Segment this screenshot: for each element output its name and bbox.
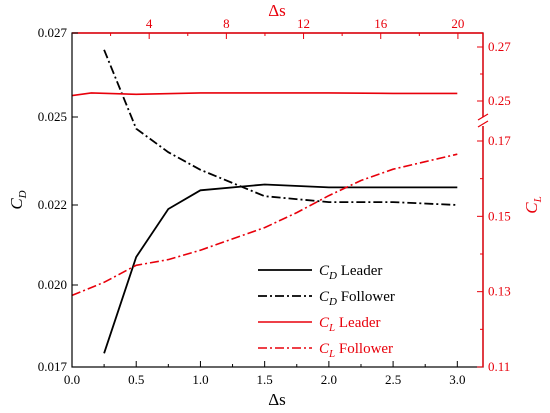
y-left-tick-label: 0.025 <box>38 109 67 124</box>
x-bottom-tick-label: 0.0 <box>64 372 80 387</box>
legend-label: CD Follower <box>319 289 395 308</box>
y-right-tick-label: 0.15 <box>488 208 511 223</box>
legend: CD Leader CD Follower CL Leader CL Follower <box>258 263 395 360</box>
x-bottom-tick-label: 2.0 <box>321 372 337 387</box>
x-top-tick-label: 12 <box>297 16 310 31</box>
legend-label: CD Leader <box>319 263 382 282</box>
y-left-tick-label: 0.022 <box>38 197 67 212</box>
x-top-tick-label: 4 <box>146 16 153 31</box>
y-right-tick-label: 0.11 <box>488 359 510 374</box>
legend-label: CL Leader <box>319 315 381 334</box>
x-bottom-tick-label: 3.0 <box>449 372 465 387</box>
y-left-tick-label: 0.017 <box>38 359 68 374</box>
y-left-tick-label: 0.027 <box>38 25 68 40</box>
svg-text:CL: CL <box>522 196 544 213</box>
axis-break-stroke <box>477 113 489 121</box>
y-right-tick-label: 0.13 <box>488 284 511 299</box>
ticks-layer: 0.0 0.5 1.0 1.5 2.0 2.5 3.0 4 8 12 16 20 0.017 0.020 0… <box>38 16 512 387</box>
y-right-tick-label: 0.25 <box>488 93 511 108</box>
series-layer <box>72 49 458 354</box>
x-top-tick-label: 20 <box>451 16 464 31</box>
plot-frame <box>71 32 484 368</box>
y-right-tick-label: 0.17 <box>488 133 511 148</box>
x-top-tick-label: 8 <box>223 16 230 31</box>
axis-break-gap <box>479 117 487 126</box>
x-bottom-tick-label: 0.5 <box>128 372 144 387</box>
series-line-2 <box>103 49 458 206</box>
x-top-tick-label: 16 <box>374 16 388 31</box>
y-right-axis-break <box>477 113 489 128</box>
axis-break-stroke <box>477 120 489 128</box>
legend-label: CL Follower <box>319 341 393 360</box>
y-left-tick-label: 0.020 <box>38 277 67 292</box>
svg-text:CD: CD <box>7 190 29 209</box>
y-left-axis-title: CD <box>7 190 29 209</box>
x-bottom-axis-title: Δs <box>268 390 286 409</box>
x-bottom-tick-label: 2.5 <box>385 372 401 387</box>
x-bottom-tick-label: 1.0 <box>192 372 208 387</box>
series-line-4 <box>72 153 458 297</box>
series-line-3 <box>72 92 458 97</box>
y-right-axis-title: CL <box>522 196 544 213</box>
series-line-1 <box>103 183 458 354</box>
x-bottom-tick-label: 1.5 <box>257 372 273 387</box>
x-top-axis-title: Δs <box>268 1 286 20</box>
y-right-tick-label: 0.27 <box>488 39 511 54</box>
